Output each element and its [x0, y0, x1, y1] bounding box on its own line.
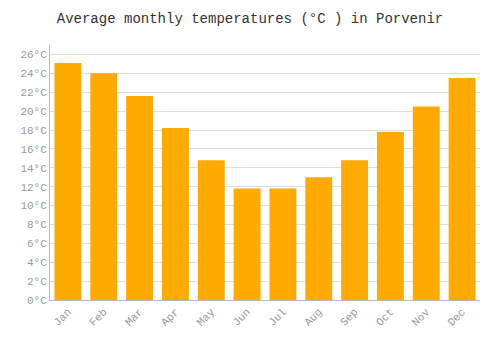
- svg-text:26°C: 26°C: [20, 49, 47, 61]
- svg-text:4°C: 4°C: [27, 257, 47, 269]
- svg-text:Oct: Oct: [374, 306, 396, 328]
- svg-text:18°C: 18°C: [20, 125, 47, 137]
- svg-text:6°C: 6°C: [27, 238, 47, 250]
- svg-text:10°C: 10°C: [20, 200, 47, 212]
- svg-text:20°C: 20°C: [20, 106, 47, 118]
- svg-text:Jul: Jul: [266, 306, 288, 328]
- svg-text:12°C: 12°C: [20, 182, 47, 194]
- svg-text:24°C: 24°C: [20, 68, 47, 80]
- svg-text:Jun: Jun: [231, 306, 253, 328]
- svg-text:0°C: 0°C: [27, 295, 47, 307]
- svg-text:Feb: Feb: [87, 306, 109, 328]
- svg-text:Dec: Dec: [446, 306, 468, 328]
- svg-text:14°C: 14°C: [20, 163, 47, 175]
- svg-text:Average monthly temperatures (: Average monthly temperatures (°C ) in Po…: [57, 11, 443, 27]
- svg-text:22°C: 22°C: [20, 87, 47, 99]
- svg-text:Jan: Jan: [51, 306, 73, 328]
- svg-text:16°C: 16°C: [20, 144, 47, 156]
- svg-text:Aug: Aug: [302, 306, 324, 328]
- svg-text:2°C: 2°C: [27, 276, 47, 288]
- svg-text:Apr: Apr: [159, 306, 181, 328]
- svg-text:Mar: Mar: [123, 306, 145, 328]
- svg-text:Sep: Sep: [338, 306, 360, 328]
- svg-text:8°C: 8°C: [27, 219, 47, 231]
- svg-text:Nov: Nov: [410, 306, 433, 329]
- svg-text:May: May: [195, 306, 218, 329]
